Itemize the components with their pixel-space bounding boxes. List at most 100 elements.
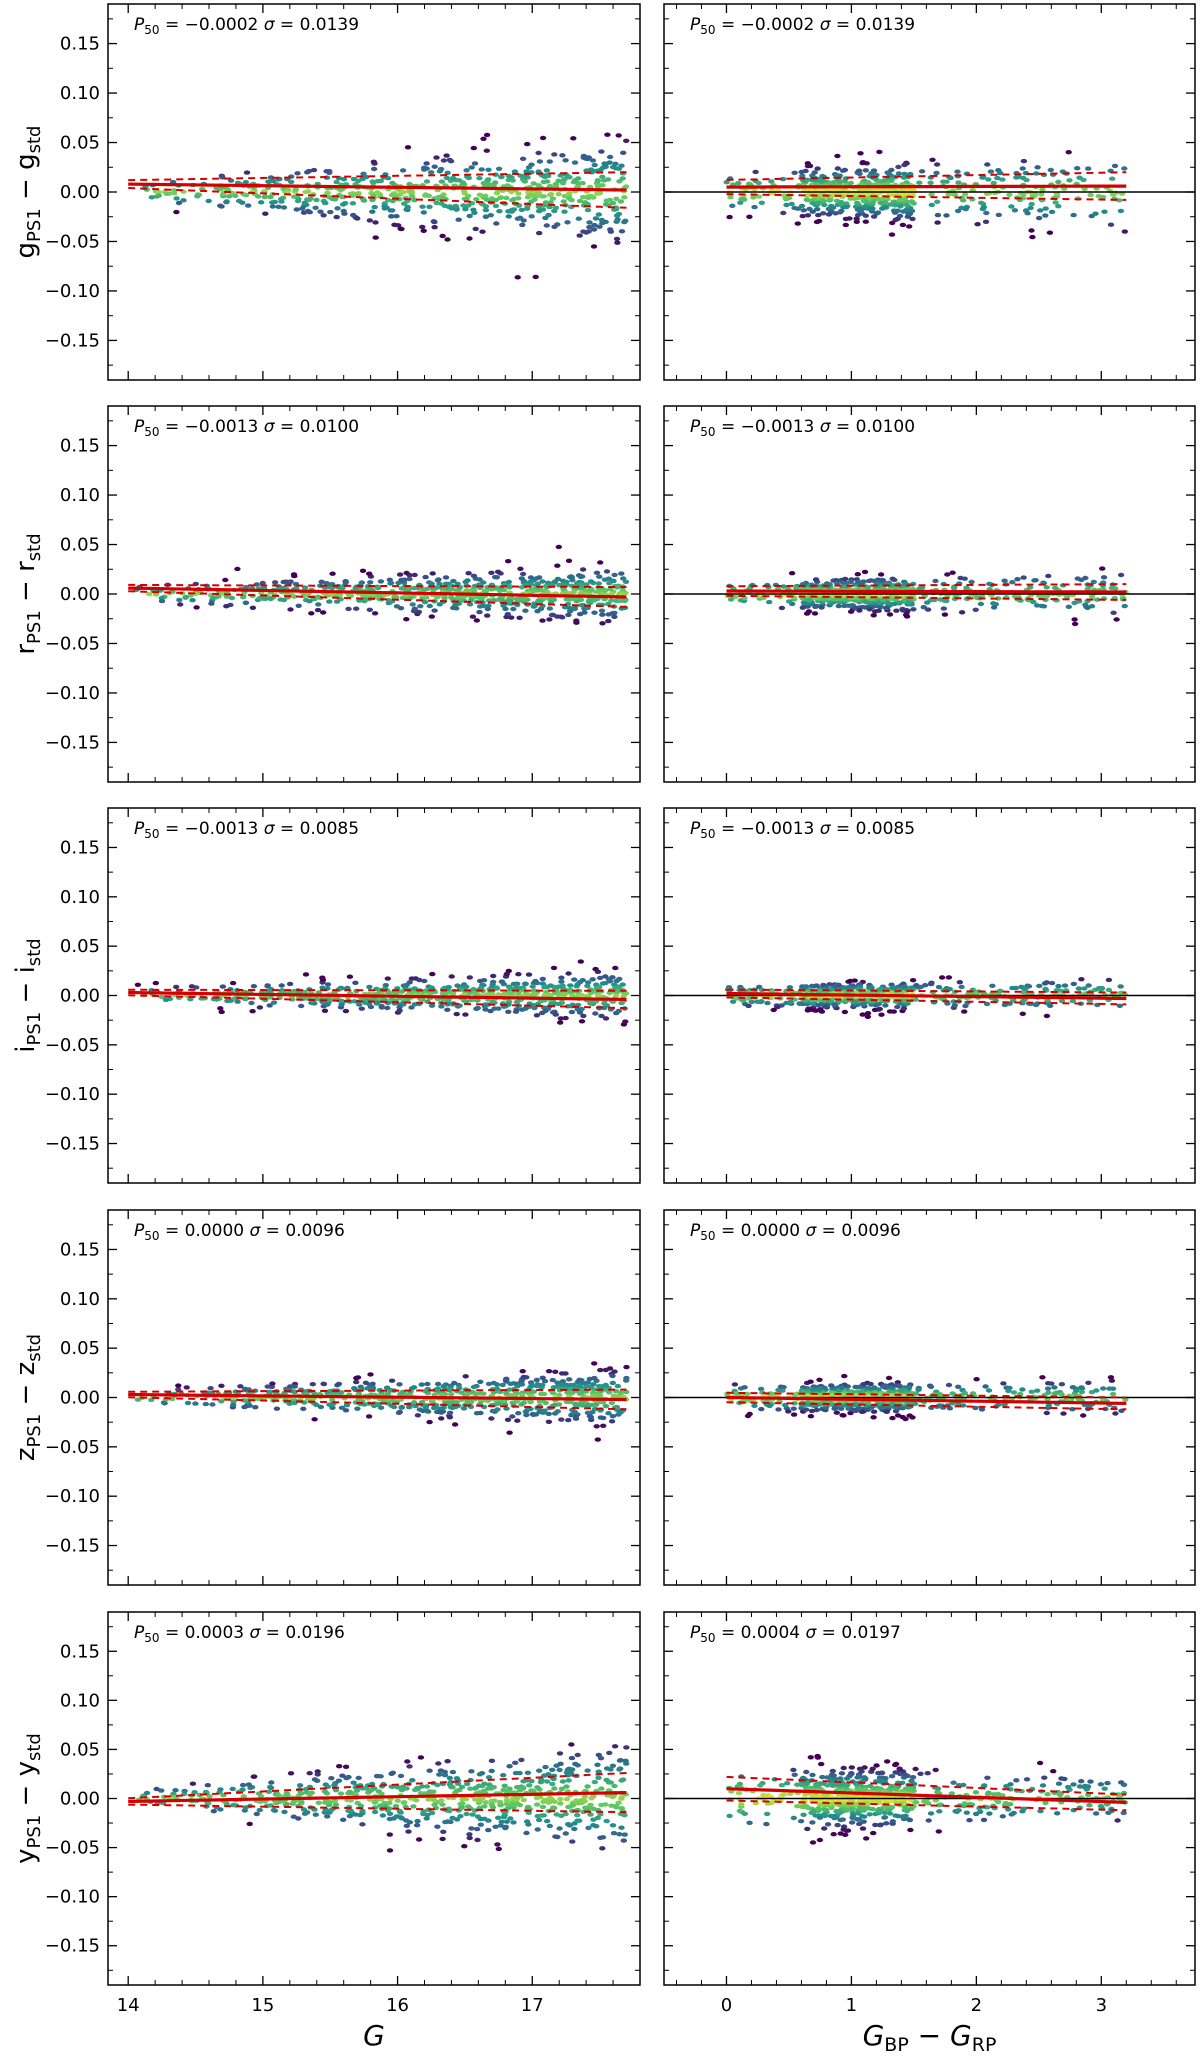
data-point bbox=[1032, 1002, 1040, 1008]
data-point bbox=[452, 203, 459, 209]
data-point bbox=[542, 1400, 549, 1406]
data-point bbox=[1075, 986, 1083, 991]
data-point bbox=[997, 170, 1004, 176]
data-point bbox=[338, 1390, 345, 1395]
data-point bbox=[545, 1369, 553, 1374]
data-point bbox=[287, 607, 294, 612]
data-point bbox=[924, 607, 932, 612]
data-point bbox=[488, 1416, 495, 1421]
data-point bbox=[621, 219, 628, 225]
data-point bbox=[607, 229, 615, 234]
data-point bbox=[354, 1406, 361, 1411]
data-point bbox=[306, 599, 313, 604]
data-point bbox=[825, 212, 833, 217]
data-point bbox=[559, 1379, 567, 1384]
data-point bbox=[984, 162, 991, 167]
data-point bbox=[242, 1398, 249, 1404]
data-point bbox=[612, 985, 619, 990]
data-point bbox=[529, 984, 536, 989]
data-point bbox=[1042, 206, 1049, 211]
data-point bbox=[429, 571, 436, 576]
data-point bbox=[162, 997, 170, 1002]
data-point bbox=[462, 1012, 469, 1017]
y-tick-label: −0.10 bbox=[45, 683, 100, 704]
data-point bbox=[242, 1386, 249, 1392]
data-point bbox=[437, 1410, 445, 1415]
data-point bbox=[1048, 980, 1056, 986]
data-point bbox=[570, 589, 578, 595]
data-point bbox=[597, 560, 604, 565]
data-point bbox=[516, 615, 523, 620]
data-point bbox=[134, 1397, 142, 1402]
data-point bbox=[853, 216, 860, 221]
data-point bbox=[362, 597, 369, 602]
data-point bbox=[398, 577, 405, 583]
data-point bbox=[333, 214, 340, 220]
data-point bbox=[780, 210, 787, 216]
data-point bbox=[384, 1005, 391, 1011]
data-point bbox=[563, 1399, 571, 1405]
data-point bbox=[559, 153, 566, 158]
data-point bbox=[482, 204, 490, 209]
data-point bbox=[571, 977, 578, 982]
data-point bbox=[290, 572, 298, 577]
data-point bbox=[1107, 222, 1115, 227]
data-point bbox=[370, 166, 378, 172]
data-point bbox=[596, 224, 603, 229]
data-point bbox=[889, 576, 896, 581]
data-point bbox=[449, 597, 457, 602]
data-point bbox=[726, 214, 733, 220]
data-point bbox=[482, 207, 490, 213]
data-point bbox=[194, 194, 201, 199]
data-point bbox=[269, 204, 276, 209]
data-point bbox=[318, 579, 325, 584]
data-point bbox=[799, 1001, 807, 1007]
data-point bbox=[528, 214, 535, 219]
data-point bbox=[152, 592, 160, 597]
data-point bbox=[388, 997, 396, 1002]
data-point bbox=[391, 594, 398, 600]
data-point bbox=[613, 196, 620, 201]
data-point bbox=[587, 167, 595, 172]
data-point bbox=[580, 195, 587, 200]
data-point bbox=[489, 992, 496, 997]
data-point bbox=[1029, 234, 1036, 240]
data-point bbox=[230, 1402, 237, 1408]
data-point bbox=[550, 965, 558, 971]
data-point bbox=[820, 982, 827, 988]
data-point bbox=[476, 577, 483, 582]
data-point bbox=[483, 197, 491, 202]
data-point bbox=[1009, 580, 1016, 585]
data-point bbox=[803, 611, 811, 616]
data-point bbox=[326, 599, 333, 604]
data-point bbox=[563, 1382, 570, 1388]
data-point bbox=[878, 201, 886, 206]
data-point bbox=[485, 167, 492, 172]
data-point bbox=[359, 568, 367, 573]
data-point bbox=[455, 594, 462, 600]
data-point bbox=[880, 586, 887, 591]
data-point bbox=[597, 1367, 604, 1373]
data-point bbox=[372, 220, 379, 225]
data-point bbox=[239, 200, 246, 205]
data-point bbox=[578, 1019, 586, 1024]
data-point bbox=[355, 1397, 362, 1403]
data-point bbox=[539, 579, 546, 584]
data-point bbox=[611, 610, 618, 616]
data-point bbox=[611, 572, 618, 578]
data-point bbox=[492, 203, 500, 209]
data-point bbox=[859, 160, 867, 165]
data-point bbox=[1006, 192, 1013, 197]
data-point bbox=[234, 999, 241, 1004]
data-point bbox=[622, 597, 629, 602]
data-point bbox=[421, 978, 428, 984]
data-point bbox=[503, 971, 510, 977]
data-point bbox=[1020, 158, 1028, 164]
data-point bbox=[480, 603, 487, 609]
data-point bbox=[614, 240, 621, 245]
data-point bbox=[882, 1003, 889, 1008]
data-point bbox=[371, 204, 378, 210]
data-point bbox=[177, 602, 184, 607]
data-point bbox=[599, 621, 606, 626]
lower-percentile-line bbox=[726, 594, 1127, 601]
